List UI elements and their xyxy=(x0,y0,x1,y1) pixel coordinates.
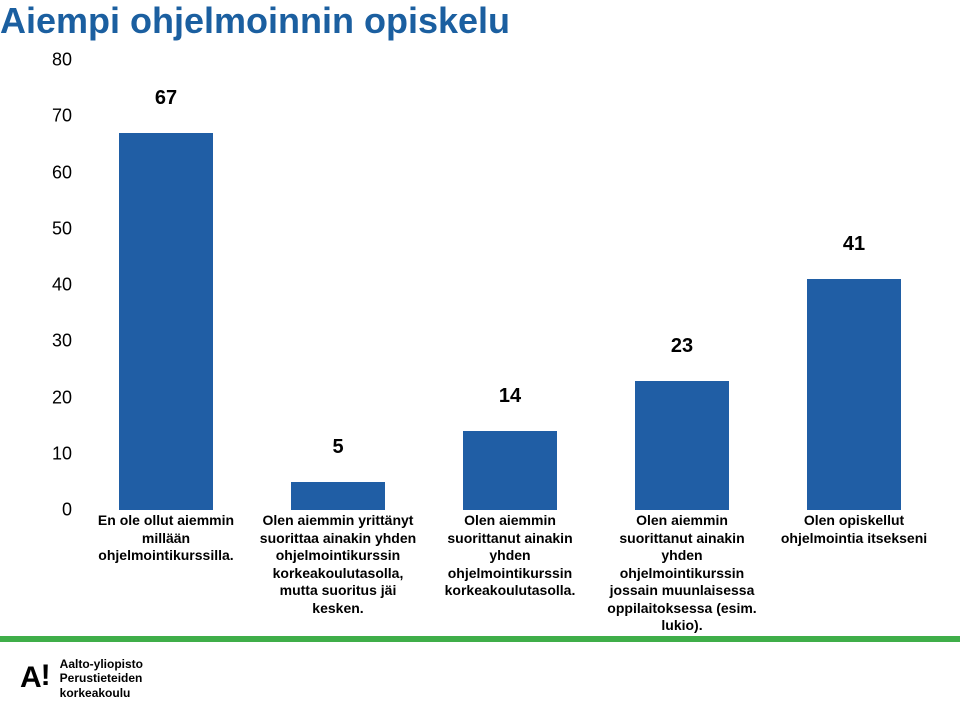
logo-exclaim: ! xyxy=(41,659,50,693)
logo-line1: Aalto-yliopisto xyxy=(60,657,143,671)
bar-value-label: 5 xyxy=(332,436,343,459)
logo-mark-icon: A! xyxy=(20,661,50,695)
bar-value-label: 67 xyxy=(155,87,177,110)
bar-value-label: 41 xyxy=(843,233,865,256)
bar xyxy=(119,133,214,510)
category-labels: En ole ollut aiemmin millään ohjelmointi… xyxy=(80,512,940,632)
bar xyxy=(635,381,730,510)
bar xyxy=(463,431,558,510)
footer-band xyxy=(0,636,960,642)
logo-a: A xyxy=(20,661,41,694)
plot-area: 67 5 14 23 41 xyxy=(80,60,940,510)
chart: 675142341 01020304050607080 xyxy=(40,60,940,510)
category-label: Olen aiemmin suorittanut ainakin yhden o… xyxy=(600,512,763,635)
y-tick-label: 20 xyxy=(12,387,72,408)
page: Aiempi ohjelmoinnin opiskelu 67 5 14 23 41 0… xyxy=(0,0,960,710)
y-tick-label: 50 xyxy=(12,218,72,239)
y-tick-label: 80 xyxy=(12,50,72,71)
bar xyxy=(807,279,902,510)
bar-value-label: 23 xyxy=(671,335,693,358)
y-tick-label: 10 xyxy=(12,443,72,464)
y-tick-label: 30 xyxy=(12,331,72,352)
chart-title: Aiempi ohjelmoinnin opiskelu xyxy=(0,0,510,42)
bar xyxy=(291,482,386,510)
y-tick-label: 0 xyxy=(12,500,72,521)
logo-line2: Perustieteiden xyxy=(60,671,143,685)
category-label: Olen aiemmin yrittänyt suorittaa ainakin… xyxy=(256,512,419,617)
category-label: Olen opiskellut ohjelmointia itsekseni xyxy=(772,512,935,547)
bar-value-label: 14 xyxy=(499,385,521,408)
logo: A! Aalto-yliopisto Perustieteiden korkea… xyxy=(20,657,143,700)
logo-text: Aalto-yliopisto Perustieteiden korkeakou… xyxy=(60,657,143,700)
y-tick-label: 60 xyxy=(12,162,72,183)
logo-line3: korkeakoulu xyxy=(60,686,143,700)
category-label: En ole ollut aiemmin millään ohjelmointi… xyxy=(84,512,247,565)
category-label: Olen aiemmin suorittanut ainakin yhden o… xyxy=(428,512,591,600)
y-tick-label: 40 xyxy=(12,275,72,296)
y-tick-label: 70 xyxy=(12,106,72,127)
